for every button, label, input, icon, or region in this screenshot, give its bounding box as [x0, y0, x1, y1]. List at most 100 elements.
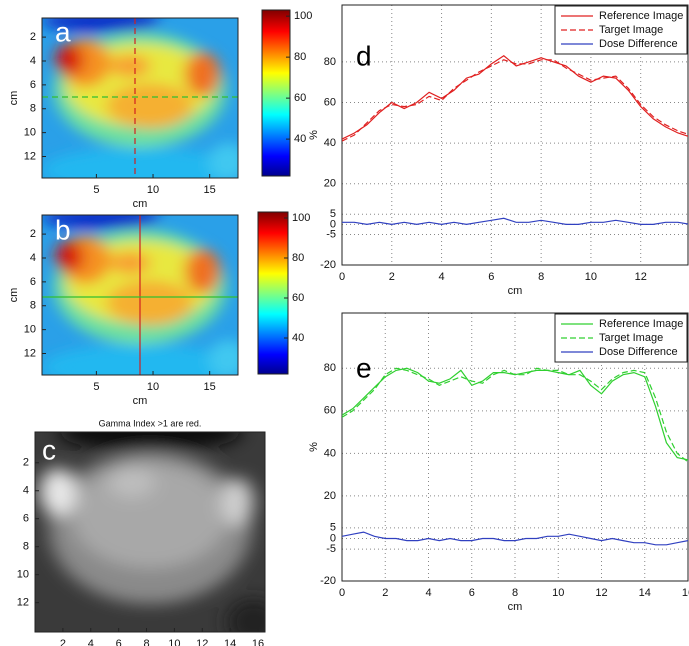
panel-letter: c [42, 434, 56, 465]
y-tick-label: 20 [324, 490, 336, 502]
x-tick-label: 16 [252, 638, 264, 646]
y-tick-label: 8 [30, 103, 36, 115]
legend-label: Dose Difference [599, 346, 678, 358]
y-tick-label: 60 [324, 96, 336, 108]
x-tick-label: 6 [469, 587, 475, 599]
colorbar-tick-label: 80 [294, 51, 306, 63]
legend-label: Dose Difference [599, 38, 678, 50]
plot-frame [341, 4, 689, 266]
x-tick-label: 10 [147, 184, 159, 196]
x-tick-label: 4 [425, 587, 431, 599]
x-tick-label: 2 [389, 271, 395, 283]
y-tick-label: 12 [24, 150, 36, 162]
colorbar-tick-label: 40 [294, 133, 306, 145]
y-tick-label: 40 [324, 447, 336, 459]
x-tick-label: 14 [224, 638, 236, 646]
x-axis-label: cm [508, 285, 523, 297]
panel-1: 5 10 15 2 4 6 8 10 12 cm cm b 40 60 80 100 [8, 207, 310, 407]
y-tick-label: 10 [24, 324, 36, 336]
colorbar-tick-label: 100 [294, 10, 312, 22]
legend-box [554, 313, 688, 363]
y-tick-label: 80 [324, 362, 336, 374]
x-tick-label: 16 [682, 587, 689, 599]
legend-label: Target Image [599, 24, 663, 36]
panel-2: 2 4 6 8 10 12 14 16 2 4 6 8 10 12 Gamma Index >1 are r… [17, 412, 281, 646]
y-axis-label: cm [8, 288, 20, 303]
x-tick-label: 10 [585, 271, 597, 283]
y-tick-label: 80 [324, 56, 336, 68]
y-tick-label: 6 [30, 276, 36, 288]
x-tick-label: 10 [552, 587, 564, 599]
colorbar-tick-label: 60 [292, 292, 304, 304]
x-tick-label: 12 [635, 271, 647, 283]
panel-letter: a [55, 16, 71, 47]
lines [342, 55, 688, 226]
colorbar [257, 211, 289, 375]
plot-frame [34, 431, 266, 633]
colorbar-tick-label: 100 [292, 212, 310, 224]
x-tick-label: 12 [196, 638, 208, 646]
y-tick-label: 12 [24, 347, 36, 359]
x-tick-label: 15 [204, 381, 216, 393]
x-tick-label: 4 [439, 271, 445, 283]
y-axis-label: cm [8, 91, 20, 106]
lines [342, 367, 688, 546]
data-line [342, 59, 688, 142]
y-tick-label: 5 [330, 522, 336, 534]
panel-letter: b [55, 214, 71, 245]
x-tick-label: 2 [60, 638, 66, 646]
y-axis-label: % [308, 442, 320, 452]
x-tick-label: 6 [488, 271, 494, 283]
y-tick-label: 2 [23, 457, 29, 469]
colorbar-tick-label: 80 [292, 252, 304, 264]
x-tick-label: 15 [204, 184, 216, 196]
x-tick-label: 12 [595, 587, 607, 599]
x-tick-label: 6 [116, 638, 122, 646]
x-tick-label: 10 [147, 381, 159, 393]
y-tick-label: -5 [326, 228, 336, 240]
y-tick-label: 10 [17, 569, 29, 581]
y-tick-label: 2 [30, 228, 36, 240]
y-tick-label: -5 [326, 543, 336, 555]
grayscale-image [35, 412, 281, 646]
x-tick-label: 14 [639, 587, 651, 599]
x-tick-label: 8 [143, 638, 149, 646]
x-axis-label: cm [133, 198, 148, 210]
panel-4: 0246810121416-20-50520406080cm%eReferenc… [308, 312, 689, 613]
y-tick-label: 8 [30, 300, 36, 312]
plot-frame [341, 312, 689, 582]
panel-0: 5 10 15 2 4 6 8 10 12 cm cm a 40 60 80 100 [8, 9, 312, 210]
colorbar-tick-label: 60 [294, 92, 306, 104]
y-tick-label: 4 [23, 485, 29, 497]
y-tick-label: 6 [23, 513, 29, 525]
caption: Gamma Index >1 are red. [99, 418, 202, 428]
y-axis-label: % [308, 130, 320, 140]
x-tick-label: 8 [512, 587, 518, 599]
data-line [342, 531, 688, 546]
y-tick-label: 0 [330, 218, 336, 230]
legend-label: Target Image [599, 332, 663, 344]
panel-letter: e [356, 352, 372, 383]
plot-frame [41, 214, 239, 376]
x-tick-label: 0 [339, 271, 345, 283]
x-axis-label: cm [508, 601, 523, 613]
y-tick-label: -20 [320, 259, 336, 271]
y-tick-label: -20 [320, 575, 336, 587]
heatmap-image [42, 207, 248, 389]
y-tick-label: 60 [324, 405, 336, 417]
data-line [342, 367, 688, 461]
x-tick-label: 5 [93, 184, 99, 196]
plot-frame [41, 17, 239, 179]
x-tick-label: 8 [538, 271, 544, 283]
y-tick-label: 20 [324, 178, 336, 190]
x-tick-label: 5 [93, 381, 99, 393]
y-tick-label: 12 [17, 597, 29, 609]
legend-label: Reference Image [599, 10, 683, 22]
y-tick-label: 10 [24, 127, 36, 139]
panel-letter: d [356, 40, 372, 71]
y-tick-label: 40 [324, 137, 336, 149]
colorbar-tick-label: 40 [292, 332, 304, 344]
data-line [342, 55, 688, 140]
y-tick-label: 0 [330, 532, 336, 544]
